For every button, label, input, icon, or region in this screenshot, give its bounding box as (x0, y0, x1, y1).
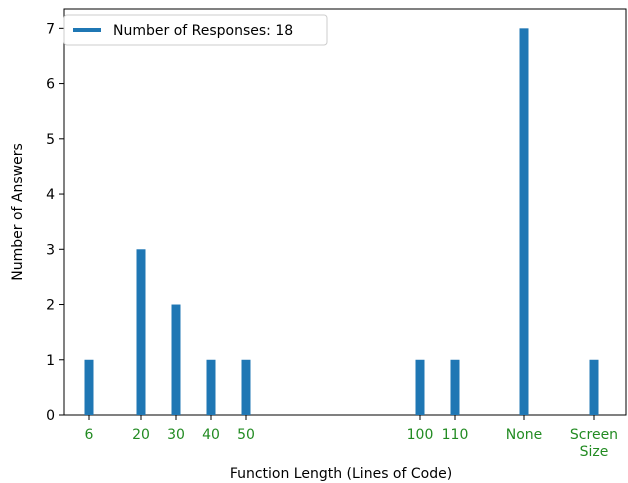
y-tick-label: 6 (46, 77, 55, 93)
bar-30 (171, 304, 181, 415)
y-tick-label: 0 (46, 408, 55, 424)
bar-none (519, 28, 529, 415)
x-tick-label: Screen Size (570, 427, 618, 460)
x-tick-label: None (506, 427, 543, 443)
x-axis-label: Function Length (Lines of Code) (230, 466, 452, 482)
x-tick-label: 50 (237, 427, 255, 443)
legend: Number of Responses: 18 (63, 14, 328, 46)
y-tick-label: 7 (46, 21, 55, 37)
x-tick-label: 20 (132, 427, 150, 443)
y-axis-label: Number of Answers (10, 143, 26, 281)
bar-50 (241, 359, 251, 415)
legend-box (63, 14, 328, 46)
x-tick-label: 30 (167, 427, 185, 443)
y-tick-label: 1 (46, 353, 55, 369)
bar-110 (450, 359, 460, 415)
legend-label: Number of Responses: 18 (113, 23, 293, 39)
x-ticks-group: 6 20 30 40 50 100 110 None Screen Size (85, 415, 618, 460)
x-tick-label: 40 (202, 427, 220, 443)
bar-40 (206, 359, 216, 415)
bar-20 (136, 249, 146, 415)
y-tick-label: 2 (46, 298, 55, 314)
x-tick-label: 100 (407, 427, 434, 443)
bars-group (84, 28, 599, 415)
bar-screen-size (589, 359, 599, 415)
x-tick-label: 6 (85, 427, 94, 443)
plot-area (63, 8, 627, 416)
y-tick-label: 5 (46, 132, 55, 148)
bar-100 (415, 359, 425, 415)
bar-6 (84, 359, 94, 415)
x-tick-label: 110 (442, 427, 469, 443)
y-tick-label: 4 (46, 187, 55, 203)
y-tick-label: 3 (46, 242, 55, 258)
y-ticks-group: 0 1 2 3 4 5 6 7 (46, 21, 64, 424)
